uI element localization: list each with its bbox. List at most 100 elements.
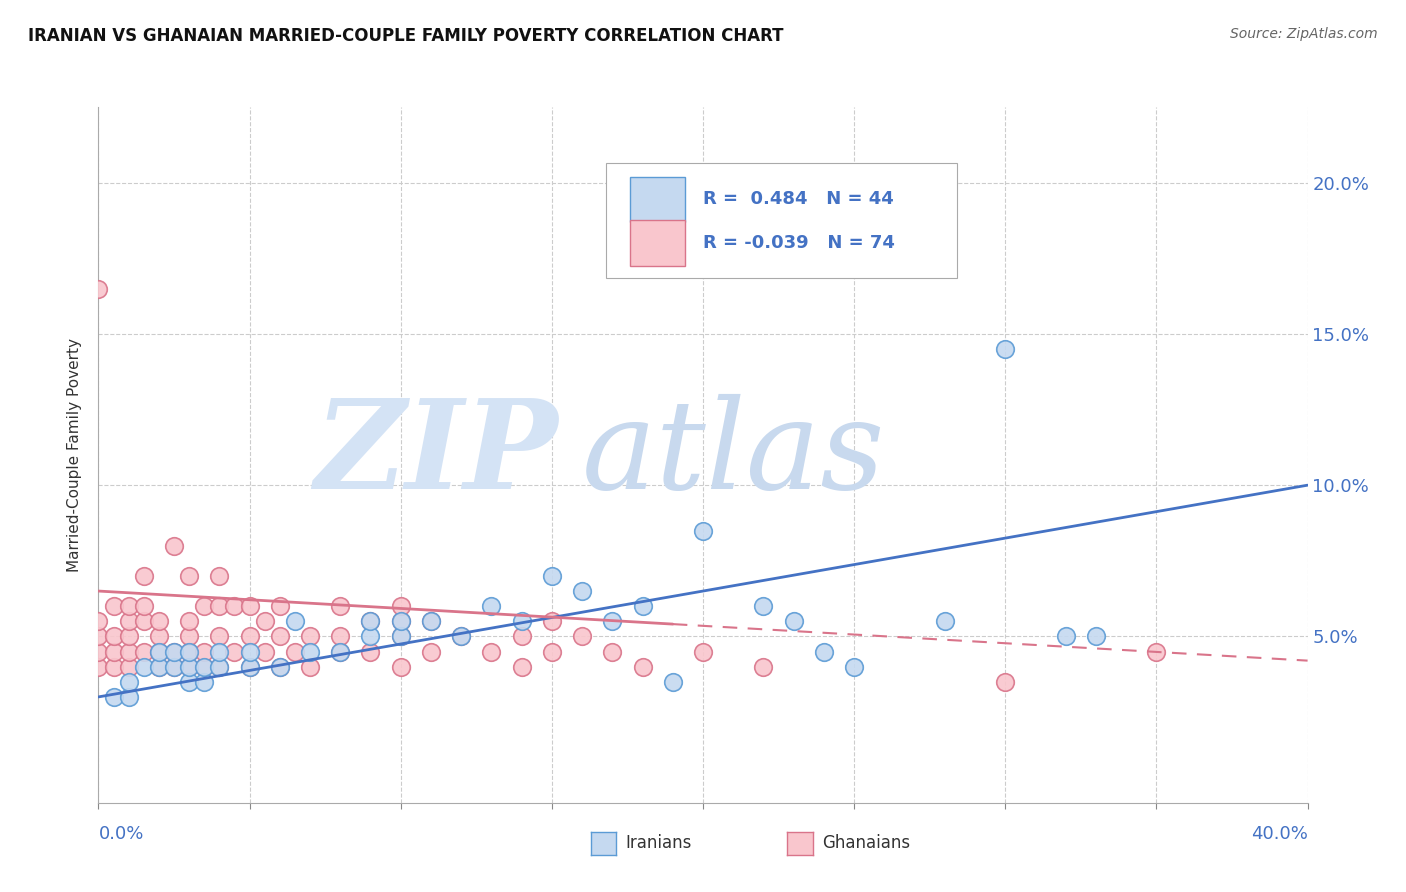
Point xyxy=(179,615,201,629)
Point xyxy=(132,615,155,629)
Point xyxy=(132,644,155,658)
Point xyxy=(934,615,956,629)
Point xyxy=(692,644,714,658)
FancyBboxPatch shape xyxy=(630,177,685,222)
Point xyxy=(269,659,291,673)
Point xyxy=(132,659,155,673)
Point xyxy=(450,629,472,643)
Point xyxy=(103,629,125,643)
Point xyxy=(420,615,443,629)
Point xyxy=(389,615,412,629)
Point xyxy=(179,629,201,643)
Point xyxy=(208,644,231,658)
Point xyxy=(239,599,262,614)
Point xyxy=(602,644,624,658)
Point xyxy=(269,629,291,643)
Point xyxy=(179,644,201,658)
Point xyxy=(148,644,170,658)
Point xyxy=(571,584,593,599)
Text: Source: ZipAtlas.com: Source: ZipAtlas.com xyxy=(1230,27,1378,41)
Point xyxy=(420,615,443,629)
Text: R = -0.039   N = 74: R = -0.039 N = 74 xyxy=(703,234,894,252)
Point xyxy=(87,629,110,643)
Point xyxy=(389,629,412,643)
Point xyxy=(284,615,307,629)
Point xyxy=(540,615,562,629)
Point xyxy=(994,674,1017,689)
Point xyxy=(389,659,412,673)
Point xyxy=(692,524,714,538)
Point xyxy=(239,644,262,658)
Text: R =  0.484   N = 44: R = 0.484 N = 44 xyxy=(703,190,894,208)
Point xyxy=(208,629,231,643)
Point xyxy=(1144,644,1167,658)
Point xyxy=(284,644,307,658)
Point xyxy=(631,599,654,614)
Point xyxy=(389,599,412,614)
Point xyxy=(329,644,352,658)
Point xyxy=(420,644,443,658)
Point xyxy=(148,644,170,658)
Point xyxy=(481,599,503,614)
Point xyxy=(163,644,186,658)
Point xyxy=(783,615,806,629)
Point xyxy=(179,569,201,583)
Text: 0.0%: 0.0% xyxy=(98,825,143,843)
Point xyxy=(299,659,322,673)
Point xyxy=(329,644,352,658)
Point xyxy=(239,659,262,673)
Point xyxy=(299,629,322,643)
Point xyxy=(571,629,593,643)
Point xyxy=(148,615,170,629)
Point xyxy=(118,674,141,689)
Point xyxy=(1085,629,1108,643)
Point xyxy=(631,659,654,673)
Point xyxy=(179,644,201,658)
Text: IRANIAN VS GHANAIAN MARRIED-COUPLE FAMILY POVERTY CORRELATION CHART: IRANIAN VS GHANAIAN MARRIED-COUPLE FAMIL… xyxy=(28,27,783,45)
Point xyxy=(389,615,412,629)
Point xyxy=(103,659,125,673)
Point xyxy=(163,644,186,658)
Point xyxy=(179,659,201,673)
Point xyxy=(103,644,125,658)
Point xyxy=(329,599,352,614)
Point xyxy=(752,599,775,614)
Text: Iranians: Iranians xyxy=(626,834,692,853)
Point xyxy=(239,659,262,673)
Point xyxy=(193,659,215,673)
Point xyxy=(752,659,775,673)
Point xyxy=(510,659,533,673)
Point xyxy=(148,629,170,643)
Point xyxy=(360,629,382,643)
Point xyxy=(118,599,141,614)
Point xyxy=(118,615,141,629)
Point xyxy=(253,615,276,629)
Text: atlas: atlas xyxy=(582,394,886,516)
Point xyxy=(118,644,141,658)
Point xyxy=(224,599,246,614)
Point xyxy=(179,674,201,689)
Point xyxy=(87,281,110,295)
Point xyxy=(193,644,215,658)
Point xyxy=(148,659,170,673)
Point xyxy=(193,599,215,614)
Y-axis label: Married-Couple Family Poverty: Married-Couple Family Poverty xyxy=(67,338,83,572)
Point xyxy=(118,659,141,673)
Point xyxy=(1054,629,1077,643)
Text: ZIP: ZIP xyxy=(314,394,558,516)
Text: 40.0%: 40.0% xyxy=(1251,825,1308,843)
Point xyxy=(360,615,382,629)
Point xyxy=(208,599,231,614)
Point xyxy=(329,629,352,643)
Point xyxy=(994,342,1017,356)
Point xyxy=(540,644,562,658)
Point xyxy=(662,674,685,689)
Point xyxy=(208,659,231,673)
Point xyxy=(481,644,503,658)
Point xyxy=(723,252,745,266)
Point xyxy=(269,659,291,673)
Point xyxy=(602,615,624,629)
Point xyxy=(360,644,382,658)
Point xyxy=(239,629,262,643)
Point xyxy=(844,659,866,673)
